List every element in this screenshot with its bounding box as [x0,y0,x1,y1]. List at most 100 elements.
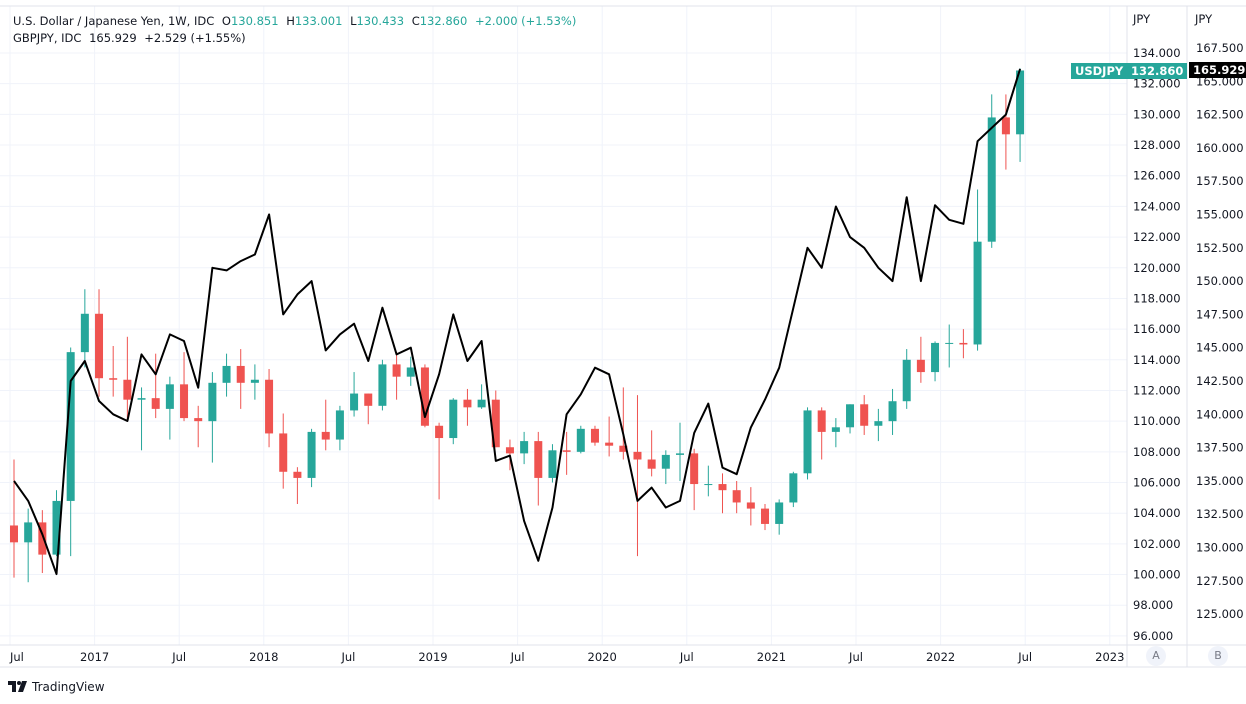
close-label: C [411,14,420,28]
time-axis[interactable]: Jul 2017 Jul 2018 Jul 2019 Jul 2020 Jul 2021 Jul 20… [9,650,1124,664]
scale-button-b[interactable]: B [1208,646,1228,666]
time-tick-label: Jul [171,650,186,664]
candle-body [236,365,245,383]
candle [562,431,571,475]
gbpjpy-tick-label: 130.000 [1196,541,1244,555]
gbpjpy-tick-label: 147.500 [1196,307,1244,321]
candle-body [931,342,940,373]
candle-body [803,410,812,474]
candle-body [534,441,543,478]
scale-button-a[interactable]: A [1146,646,1166,666]
candle-body [123,379,132,400]
candle [973,189,982,351]
candle [38,510,47,574]
gbpjpy-unit: JPY [1195,12,1213,26]
candle [633,395,642,557]
usdjpy-tick-label: 110.000 [1133,414,1181,428]
time-tick-label: Jul [510,650,525,664]
usdjpy-unit: JPY [1133,12,1151,26]
candle [307,428,316,488]
gbpjpy-tick-label: 140.000 [1196,407,1244,421]
open-value: 130.851 [230,14,279,28]
usdjpy-tick-label: 100.000 [1133,568,1181,582]
candle [647,430,656,477]
candle-body [846,404,855,428]
usdjpy-tick-label: 112.000 [1133,383,1181,397]
candle [959,329,968,359]
usdjpy-tick-label: 102.000 [1133,537,1181,551]
usdjpy-tick-label: 104.000 [1133,506,1181,520]
gbpjpy-tick-label: 127.500 [1196,574,1244,588]
gbpjpy-price-axis[interactable]: 125.000 127.500 130.000 132.500 135.000 137.5… [1196,41,1244,621]
candle [449,398,458,445]
candle [378,359,387,411]
usdjpy-tick-label: 116.000 [1133,322,1181,336]
gbpjpy-tick-label: 167.500 [1196,41,1244,55]
change-value: +2.000 (+1.53%) [474,14,577,28]
candle [661,450,670,485]
open-label: O [221,14,231,28]
gbpjpy-tick-label: 157.500 [1196,174,1244,188]
candle [590,425,599,446]
candle-body [435,425,444,439]
candle-body [520,441,529,454]
candle [321,399,330,451]
candle-body [647,459,656,469]
usdjpy-price-axis[interactable]: 96.000 98.000 100.000 102.000 104.000 106.000… [1133,46,1181,643]
gbpjpy-tick-label: 132.500 [1196,507,1244,521]
candle-body [265,379,274,434]
candle-body [293,471,302,478]
high-value: 133.001 [294,14,343,28]
candle-body [335,410,344,440]
candle [916,336,925,383]
candle [690,448,699,511]
candle [222,353,231,397]
candle-body [378,364,387,406]
candle [109,345,118,397]
candle [888,388,897,435]
candle [704,465,713,497]
candle-body [505,447,514,454]
candle [902,349,911,409]
compare-series-legend[interactable]: GBPJPY, IDC 165.929 +2.529 (+1.55%) [13,30,580,47]
gbpjpy-price-badge: 165.929 [1189,62,1246,78]
candle-body [180,384,189,419]
candle [350,372,359,417]
close-value: 132.860 [419,14,468,28]
candle-body [959,342,968,345]
candle-body [109,378,118,380]
candle [180,352,189,422]
candle [123,336,132,420]
candle [10,459,18,578]
candle [803,407,812,480]
candle [761,503,770,531]
candle-body [675,453,684,455]
usdjpy-candles [10,68,1025,583]
candle [236,349,245,409]
usdjpy-tick-label: 134.000 [1133,46,1181,60]
candle-body [250,379,259,383]
gbpjpy-tick-label: 137.500 [1196,441,1244,455]
high-label: H [286,14,295,28]
time-tick-label: 2022 [926,650,955,664]
usdjpy-tick-label: 126.000 [1133,169,1181,183]
candle-body [888,401,897,422]
candle-body [307,431,316,478]
gbpjpy-tick-label: 135.000 [1196,474,1244,488]
usdjpy-tick-label: 122.000 [1133,230,1181,244]
main-series-legend[interactable]: U.S. Dollar / Japanese Yen, 1W, IDC O130… [13,13,580,30]
candle [817,407,826,460]
candle-body [321,431,330,440]
tradingview-logo-icon [8,681,27,692]
low-value: 130.433 [356,14,405,28]
candle [392,352,401,400]
tradingview-logo[interactable]: TradingView [8,680,105,694]
time-tick-label: Jul [9,650,24,664]
time-tick-label: 2019 [418,650,447,664]
gbpjpy-line [13,68,1022,576]
time-tick-label: Jul [340,650,355,664]
compare-value: 165.929 [89,31,137,45]
candle [548,444,557,483]
candle-body [817,410,826,432]
